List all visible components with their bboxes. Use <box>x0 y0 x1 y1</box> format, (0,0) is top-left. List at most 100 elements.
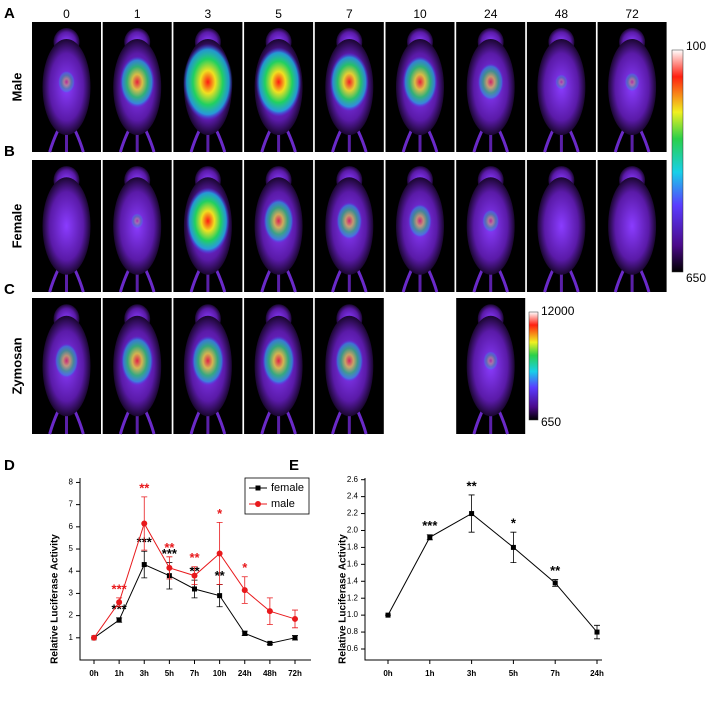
legend-marker <box>255 485 261 491</box>
x-tick-label: 24h <box>590 669 604 678</box>
x-tick-label: 5h <box>509 669 518 678</box>
limb <box>497 269 509 293</box>
row-label: Female <box>9 204 24 249</box>
y-tick-label: 2.4 <box>347 492 359 501</box>
significance: ** <box>189 564 200 579</box>
limb <box>568 269 580 293</box>
limb <box>118 410 131 435</box>
limb <box>144 410 156 435</box>
colorbar-max: 12000 <box>541 304 575 318</box>
marker <box>292 635 298 641</box>
y-tick-label: 1.0 <box>347 610 359 619</box>
panel-letter: B <box>4 143 15 160</box>
limb <box>189 269 201 293</box>
y-tick-label: 1.4 <box>347 576 359 585</box>
marker <box>267 640 273 646</box>
limb <box>543 269 555 293</box>
y-tick-label: 4 <box>69 566 74 575</box>
limb <box>260 129 272 153</box>
limb <box>331 410 343 435</box>
limb <box>260 410 272 435</box>
signal <box>555 74 568 90</box>
limb <box>497 129 509 153</box>
x-tick-label: 1h <box>425 669 434 678</box>
limb <box>214 410 227 435</box>
limb <box>285 410 297 435</box>
marker <box>116 617 122 623</box>
marker <box>192 586 197 592</box>
marker <box>594 629 600 635</box>
signal <box>54 343 79 378</box>
significance: * <box>511 516 517 531</box>
limb <box>118 129 131 153</box>
colorbar-min: 650 <box>686 271 706 285</box>
limb <box>401 129 413 153</box>
limb <box>472 129 484 153</box>
time-label: 1 <box>134 7 141 21</box>
limb <box>73 410 85 435</box>
signal <box>402 56 438 108</box>
y-tick-label: 2.2 <box>347 509 359 518</box>
limb <box>331 269 343 293</box>
axes <box>364 478 602 661</box>
limb <box>472 410 484 435</box>
panel-letter: A <box>4 5 15 22</box>
limb <box>639 269 651 293</box>
marker <box>166 564 173 571</box>
limb <box>472 269 484 293</box>
signal <box>336 202 363 240</box>
marker <box>216 550 223 557</box>
time-label: 5 <box>275 7 282 21</box>
significance: *** <box>162 546 178 561</box>
marker <box>116 599 123 606</box>
panel-letter: D <box>4 457 15 474</box>
x-tick-label: 0h <box>89 669 98 678</box>
row-label: Zymosan <box>9 337 24 394</box>
marker <box>91 634 97 641</box>
limb <box>48 129 60 153</box>
limb <box>543 129 555 153</box>
signal <box>121 336 154 386</box>
x-tick-label: 0h <box>383 669 392 678</box>
marker <box>242 630 248 636</box>
time-label: 7 <box>346 7 353 21</box>
limb <box>189 129 201 153</box>
y-tick-label: 8 <box>69 478 74 487</box>
body <box>608 177 657 275</box>
signal <box>120 56 155 108</box>
x-tick-label: 7h <box>190 669 199 678</box>
signal <box>263 198 294 244</box>
y-axis-label: Relative Luciferase Activity <box>50 534 61 664</box>
significance: * <box>242 560 248 575</box>
limb <box>48 410 60 435</box>
limb <box>401 269 413 293</box>
y-tick-label: 2 <box>69 611 74 620</box>
x-tick-label: 5h <box>165 669 174 678</box>
limb <box>356 269 368 293</box>
limb <box>331 129 343 153</box>
time-label: 24 <box>484 7 498 21</box>
limb <box>356 410 368 435</box>
significance: * <box>217 506 223 521</box>
y-tick-label: 6 <box>69 522 74 531</box>
significance: ** <box>164 540 175 555</box>
limb <box>568 129 580 153</box>
marker <box>469 511 475 517</box>
marker <box>141 520 148 527</box>
legend-marker <box>255 501 261 507</box>
x-tick-label: 10h <box>213 669 227 678</box>
limb <box>48 269 60 293</box>
limb <box>144 269 156 293</box>
time-label: 72 <box>625 7 639 21</box>
time-label: 3 <box>205 7 212 21</box>
significance: ** <box>139 480 150 495</box>
significance: ** <box>215 568 226 583</box>
signal <box>624 72 640 92</box>
time-label: 10 <box>413 7 427 21</box>
marker <box>191 572 198 579</box>
limb <box>214 269 227 293</box>
panel-letter: C <box>4 281 15 298</box>
body <box>537 177 586 275</box>
x-tick-label: 3h <box>467 669 476 678</box>
